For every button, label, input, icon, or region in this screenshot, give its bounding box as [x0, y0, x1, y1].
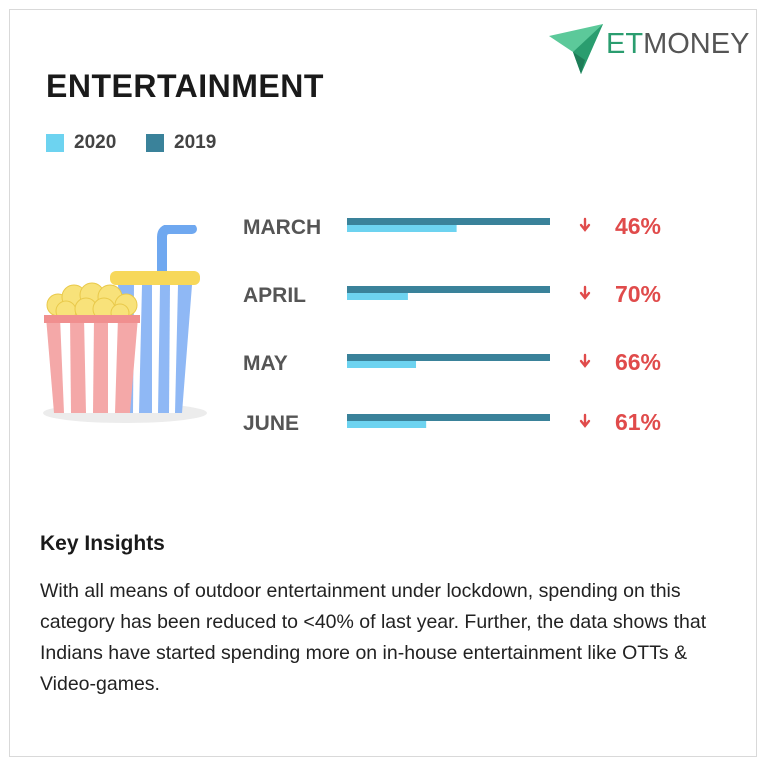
down-arrow-icon-june	[579, 413, 591, 428]
category-label-may: MAY	[243, 352, 288, 375]
category-label-march: MARCH	[243, 216, 321, 239]
change-label-march: 46%	[615, 213, 661, 239]
category-label-april: APRIL	[243, 284, 306, 307]
category-label-june: JUNE	[243, 412, 299, 435]
legend-swatch-2019	[146, 134, 164, 152]
straw-icon	[157, 225, 197, 278]
legend-swatch-2020	[46, 134, 64, 152]
brand-logo-money: MONEY	[643, 28, 750, 60]
down-arrow-icon-april	[579, 285, 591, 300]
change-label-june: 61%	[615, 409, 661, 435]
bar-2019-june	[347, 414, 550, 421]
bar-2019-april	[347, 286, 550, 293]
down-arrow-icon-may	[579, 353, 591, 368]
popcorn-box-rim	[44, 315, 140, 323]
down-arrow-icon-march	[579, 217, 591, 232]
popcorn-drink-illustration	[43, 225, 207, 423]
bar-2020-april	[347, 293, 408, 300]
page-title: ENTERTAINMENT	[46, 68, 324, 104]
cup-lid	[110, 271, 200, 285]
spending-bar-chart: MARCH 46% APRIL 70% MAY 66% JUNE 61%	[243, 213, 661, 435]
change-label-april: 70%	[615, 281, 661, 307]
insights-paragraph: With all means of outdoor entertainment …	[40, 580, 707, 695]
popcorn-box-stripes	[60, 317, 118, 413]
paper-plane-logo-icon	[549, 24, 603, 74]
brand-logo: ETMONEY	[606, 28, 749, 61]
insights-heading: Key Insights	[40, 532, 165, 555]
bar-2019-may	[347, 354, 550, 361]
change-label-may: 66%	[615, 349, 661, 375]
bar-2020-may	[347, 361, 417, 368]
bar-2019-march	[347, 218, 550, 225]
cup-stripes	[133, 285, 178, 413]
brand-logo-et: ET	[606, 28, 644, 60]
legend-label-2020: 2020	[74, 132, 117, 153]
bar-2020-march	[347, 225, 457, 232]
legend-label-2019: 2019	[174, 132, 217, 153]
bar-2020-june	[347, 421, 427, 428]
